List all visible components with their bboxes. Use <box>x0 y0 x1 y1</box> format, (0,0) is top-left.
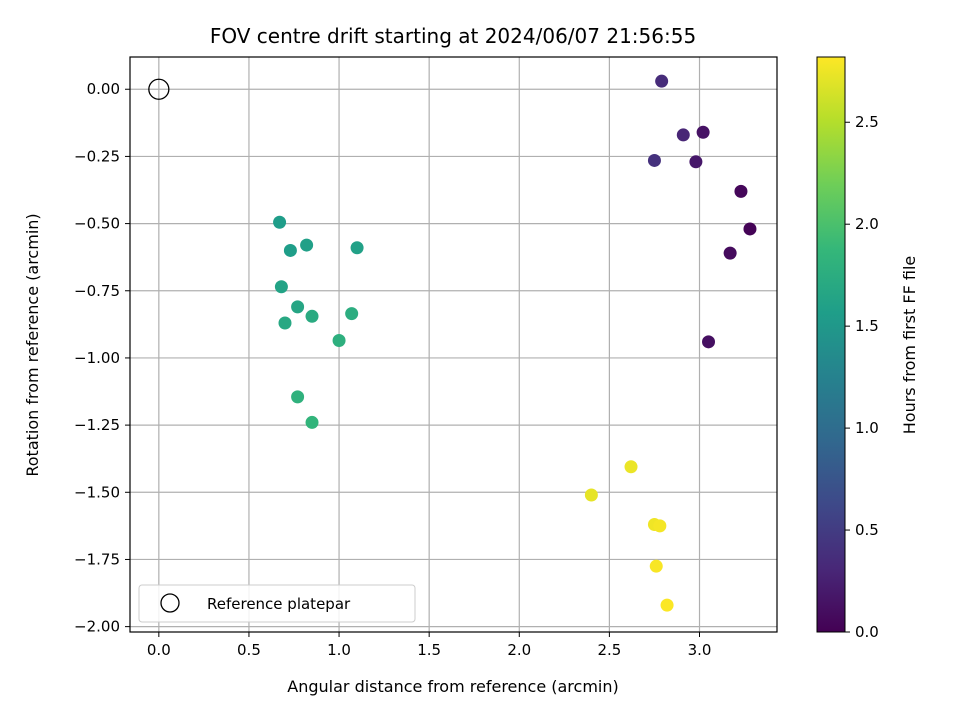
y-tick-label: −0.50 <box>74 215 120 233</box>
scatter-point <box>696 125 710 139</box>
y-tick-label: −0.75 <box>74 282 120 300</box>
scatter-point <box>291 390 305 404</box>
x-tick-label: 1.5 <box>417 641 441 659</box>
colorbar-gradient <box>817 57 845 632</box>
scatter-point <box>305 309 319 323</box>
scatter-point <box>655 74 669 88</box>
scatter-point <box>332 333 346 347</box>
scatter-point <box>649 559 663 573</box>
scatter-point <box>300 238 314 252</box>
scatter-point <box>647 153 661 167</box>
x-tick-label: 3.0 <box>688 641 712 659</box>
scatter-point <box>723 246 737 260</box>
colorbar-frame <box>816 56 846 633</box>
y-tick-label: −0.25 <box>74 147 120 165</box>
scatter-point <box>278 316 292 330</box>
scatter-point <box>584 488 598 502</box>
scatter-point <box>345 307 359 321</box>
colorbar: 0.0 0.5 1.0 1.5 2.0 2.5 Hours from first FF f… <box>816 56 919 641</box>
colorbar-ticks: 0.0 0.5 1.0 1.5 2.0 2.5 <box>845 113 879 641</box>
y-tick-label: −1.00 <box>74 349 120 367</box>
x-axis-label: Angular distance from reference (arcmin) <box>287 677 618 696</box>
y-tick-label: −1.25 <box>74 416 120 434</box>
scatter-point <box>702 335 716 349</box>
legend: Reference platepar <box>138 584 416 623</box>
scatter-point <box>350 241 364 255</box>
scatter-point <box>734 184 748 198</box>
scatter-point <box>653 519 667 533</box>
scatter-point <box>283 243 297 257</box>
colorbar-tick-label: 0.5 <box>855 521 879 539</box>
y-tick-label: −1.75 <box>74 550 120 568</box>
grid-lines <box>130 57 777 632</box>
scatter-point <box>291 300 305 314</box>
scatter-point <box>660 598 674 612</box>
reference-platepar-marker <box>148 78 170 100</box>
x-axis-ticks: 0.0 0.5 1.0 1.5 2.0 2.5 3.0 <box>147 632 712 659</box>
colorbar-tick-label: 1.0 <box>855 419 879 437</box>
legend-box <box>138 584 416 623</box>
chart-title: FOV centre drift starting at 2024/06/07 … <box>210 24 696 48</box>
scatter-point <box>305 415 319 429</box>
x-tick-label: 1.0 <box>327 641 351 659</box>
scatter-point <box>743 222 757 236</box>
scatter-point <box>273 215 287 229</box>
legend-reference-marker <box>160 593 180 613</box>
x-tick-label: 0.0 <box>147 641 171 659</box>
y-axis-ticks: 0.00 −0.25 −0.50 −0.75 −1.00 −1.25 −1.50 −1.75 −… <box>74 80 130 636</box>
data-points <box>273 74 757 612</box>
scatter-point <box>689 155 703 169</box>
legend-entry-reference: Reference platepar <box>207 595 351 613</box>
colorbar-tick-label: 0.0 <box>855 623 879 641</box>
scatter-point <box>676 128 690 142</box>
colorbar-tick-label: 1.5 <box>855 317 879 335</box>
colorbar-tick-label: 2.5 <box>855 113 879 131</box>
y-axis-label: Rotation from reference (arcmin) <box>23 213 42 476</box>
reference-marker-layer <box>148 78 170 100</box>
plot-frame <box>129 56 778 633</box>
x-tick-label: 2.5 <box>597 641 621 659</box>
colorbar-label: Hours from first FF file <box>900 256 919 435</box>
y-tick-label: 0.00 <box>87 80 120 98</box>
y-tick-label: −2.00 <box>74 618 120 636</box>
x-tick-label: 2.0 <box>507 641 531 659</box>
x-tick-label: 0.5 <box>237 641 261 659</box>
scatter-point <box>274 280 288 294</box>
scatter-point <box>624 460 638 474</box>
y-tick-label: −1.50 <box>74 483 120 501</box>
colorbar-tick-label: 2.0 <box>855 215 879 233</box>
